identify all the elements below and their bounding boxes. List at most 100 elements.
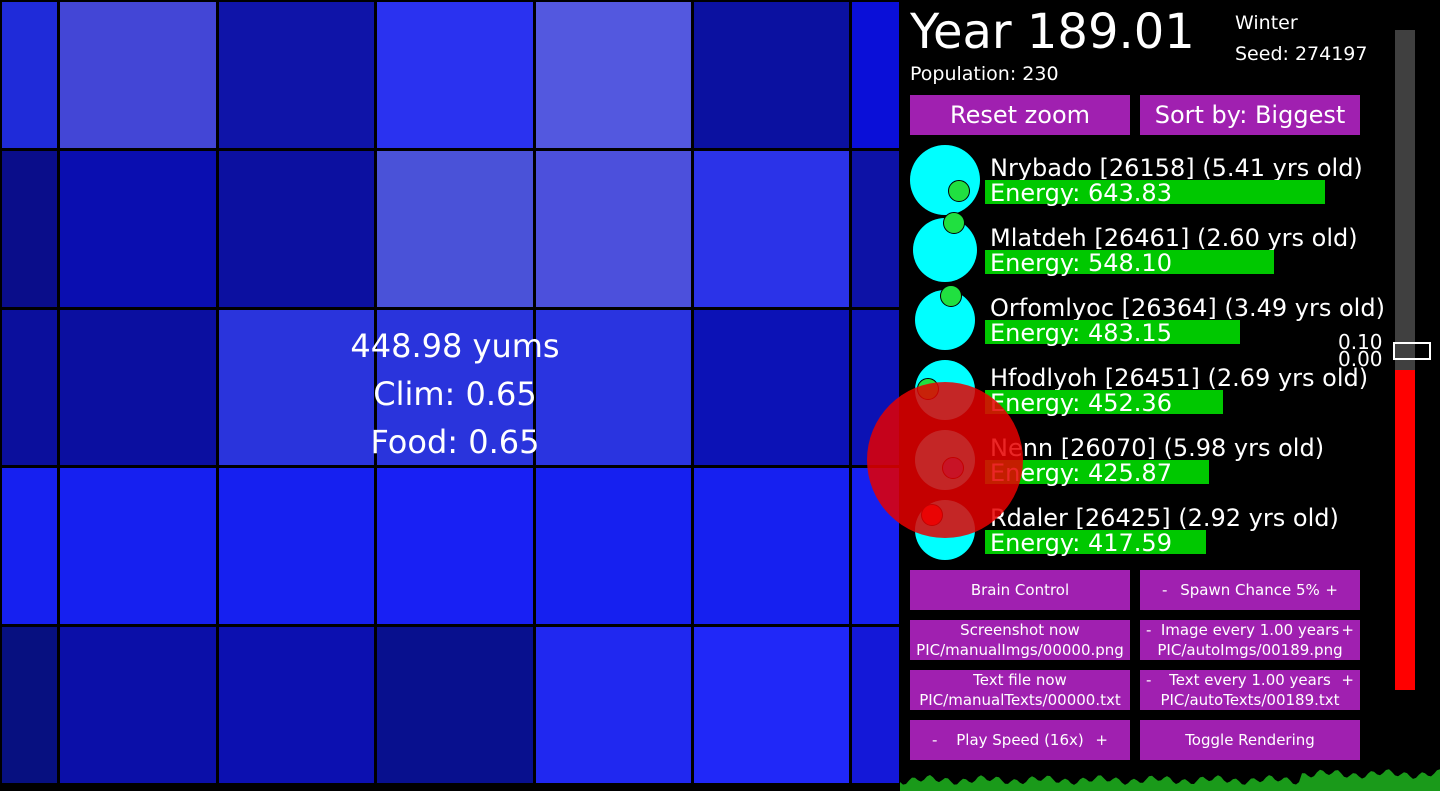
world-tile[interactable] (694, 151, 849, 307)
creature-row[interactable]: Nenn [26070] (5.98 yrs old) Energy: 425.8… (910, 430, 1370, 500)
image-every-minus[interactable]: - (1146, 621, 1152, 639)
spawn-chance-minus[interactable]: - (1162, 581, 1168, 599)
world-tile[interactable] (219, 310, 374, 465)
creature-energy-bar (985, 390, 1223, 414)
creature-energy: Energy: 452.36 (990, 389, 1172, 417)
seed-label: Seed: 274197 (1235, 43, 1368, 65)
graph-area (900, 769, 1440, 791)
creature-name: Hfodlyoh [26451] (2.69 yrs old) (990, 364, 1369, 392)
tile-info: 448.98 yums Clim: 0.65 Food: 0.65 (305, 322, 605, 466)
world-tile[interactable] (60, 310, 216, 465)
creature-row[interactable]: Mlatdeh [26461] (2.60 yrs old) Energy: 54… (910, 212, 1370, 290)
creature-energy-bar (985, 180, 1325, 204)
creature-energy: Energy: 483.15 (990, 319, 1172, 347)
spawn-chance-label: Spawn Chance 5% (1180, 581, 1320, 599)
brain-control-button[interactable]: Brain Control (910, 570, 1130, 610)
world-tile[interactable] (377, 151, 533, 307)
image-every-control[interactable]: - Image every 1.00 years PIC/autoImgs/00… (1140, 620, 1360, 660)
creature-mouth-icon (948, 180, 970, 202)
selected-creature-body[interactable] (867, 382, 1023, 538)
creature-body-icon (910, 145, 980, 215)
spawn-chance-control[interactable]: - Spawn Chance 5% + (1140, 570, 1360, 610)
world-tile[interactable] (2, 627, 57, 783)
screenshot-now-button[interactable]: Screenshot now PIC/manualImgs/00000.png (910, 620, 1130, 660)
reset-zoom-button[interactable]: Reset zoom (910, 95, 1130, 135)
world-tile[interactable] (852, 151, 899, 307)
world-tile[interactable] (377, 2, 533, 148)
tile-food: Food: 0.65 (370, 423, 540, 461)
world-tile[interactable] (536, 310, 691, 465)
play-speed-control[interactable]: - Play Speed (16x) + (910, 720, 1130, 760)
text-path: PIC/autoTexts/00189.txt (1160, 691, 1340, 709)
creature-energy: Energy: 417.59 (990, 529, 1172, 557)
world-tile[interactable] (536, 151, 691, 307)
creature-name: Mlatdeh [26461] (2.60 yrs old) (990, 224, 1358, 252)
text-file-path: PIC/manualTexts/00000.txt (919, 691, 1121, 709)
population-graph (900, 769, 1440, 791)
image-every-plus[interactable]: + (1341, 621, 1354, 639)
year-title: Year 189.01 (910, 4, 1195, 60)
text-every-control[interactable]: - Text every 1.00 years PIC/autoTexts/00… (1140, 670, 1360, 710)
world-tile[interactable] (536, 2, 691, 148)
spawn-chance-plus[interactable]: + (1325, 581, 1338, 599)
play-speed-plus[interactable]: + (1095, 731, 1108, 749)
play-speed-label: Play Speed (16x) (956, 731, 1084, 749)
creature-name: Rdaler [26425] (2.92 yrs old) (990, 504, 1339, 532)
world-tile[interactable] (694, 468, 849, 624)
world-tile[interactable] (60, 627, 216, 783)
text-every-minus[interactable]: - (1146, 671, 1152, 689)
season-label: Winter (1235, 12, 1298, 34)
world-tile[interactable] (219, 468, 374, 624)
creature-energy: Energy: 643.83 (990, 179, 1172, 207)
world-tile[interactable] (377, 310, 533, 465)
creature-row[interactable]: Orfomlyoc [26364] (3.49 yrs old) Energy: … (910, 285, 1385, 360)
world-tile[interactable] (694, 627, 849, 783)
world-tile[interactable] (852, 627, 899, 783)
world-tile[interactable] (60, 2, 216, 148)
world-tile[interactable] (536, 468, 691, 624)
text-every-label: Text every 1.00 years (1169, 671, 1331, 689)
gauge-label-bottom: 0.00 (1338, 347, 1383, 371)
screenshot-now-label: Screenshot now (960, 621, 1080, 639)
creature-mouth-icon (943, 212, 965, 234)
gauge-fill (1395, 370, 1415, 690)
creature-row[interactable]: Rdaler [26425] (2.92 yrs old) Energy: 417… (910, 500, 1370, 570)
world-board[interactable] (0, 0, 900, 791)
world-tile[interactable] (60, 468, 216, 624)
creature-mouth-icon (940, 285, 962, 307)
tile-yums: 448.98 yums (350, 327, 560, 365)
world-tile[interactable] (2, 151, 57, 307)
image-path: PIC/autoImgs/00189.png (1157, 641, 1343, 659)
gauge-slider-handle[interactable] (1393, 342, 1431, 360)
world-tile[interactable] (694, 310, 849, 465)
creature-name: Nrybado [26158] (5.41 yrs old) (990, 154, 1363, 182)
creature-energy-bar (985, 320, 1240, 344)
world-tile[interactable] (219, 2, 374, 148)
text-every-plus[interactable]: + (1341, 671, 1354, 689)
gauge-label-top: 0.10 (1338, 330, 1383, 354)
world-tile[interactable] (536, 627, 691, 783)
toggle-rendering-button[interactable]: Toggle Rendering (1140, 720, 1360, 760)
creature-name: Nenn [26070] (5.98 yrs old) (990, 434, 1325, 462)
play-speed-minus[interactable]: - (932, 731, 938, 749)
creature-energy: Energy: 548.10 (990, 249, 1172, 277)
world-tile[interactable] (694, 2, 849, 148)
population-label: Population: 230 (910, 63, 1059, 85)
world-tile[interactable] (219, 151, 374, 307)
world-tile[interactable] (852, 2, 899, 148)
tile-climate: Clim: 0.65 (373, 375, 537, 413)
creature-row[interactable]: Nrybado [26158] (5.41 yrs old) Energy: 64… (910, 145, 1370, 220)
world-tile[interactable] (377, 468, 533, 624)
creature-energy-bar (985, 530, 1206, 554)
world-tile[interactable] (60, 151, 216, 307)
sort-by-button[interactable]: Sort by: Biggest (1140, 95, 1360, 135)
text-file-now-button[interactable]: Text file now PIC/manualTexts/00000.txt (910, 670, 1130, 710)
screenshot-path: PIC/manualImgs/00000.png (916, 641, 1124, 659)
creature-energy-bar (985, 250, 1274, 274)
world-tile[interactable] (377, 627, 533, 783)
text-file-now-label: Text file now (973, 671, 1067, 689)
world-tile[interactable] (2, 2, 57, 148)
world-tile[interactable] (2, 468, 57, 624)
world-tile[interactable] (219, 627, 374, 783)
world-tile[interactable] (2, 310, 57, 465)
